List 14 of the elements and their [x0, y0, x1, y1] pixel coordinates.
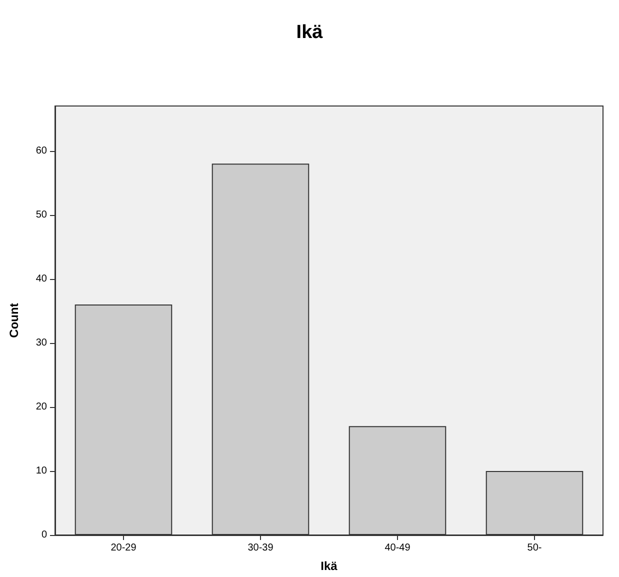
x-tick-label: 30-39: [248, 542, 274, 554]
y-tick-label: 20: [36, 401, 48, 412]
y-tick-label: 60: [36, 145, 48, 156]
y-tick-label: 30: [36, 337, 48, 348]
y-tick-label: 0: [41, 530, 48, 540]
y-tick-label: 50: [36, 209, 48, 220]
x-tick-label: 50-: [527, 542, 542, 554]
chart-title: Ikä: [296, 22, 324, 43]
y-tick-label: 10: [36, 465, 48, 476]
y-tick-label: 40: [36, 273, 48, 284]
x-tick-label: 20-29: [110, 542, 137, 554]
y-axis-title: Count: [7, 303, 21, 338]
x-tick-label: 40-49: [384, 542, 411, 554]
x-axis-title: Ikä: [320, 559, 338, 573]
